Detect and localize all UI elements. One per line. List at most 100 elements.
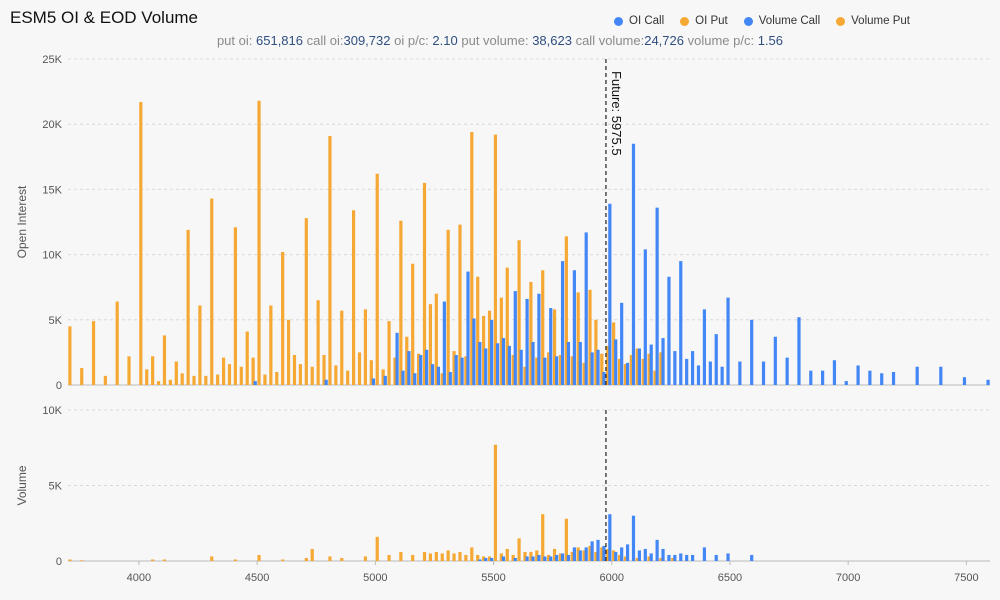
oi-call-bar <box>891 371 896 385</box>
oi-call-bar <box>572 270 576 385</box>
volume-call-bar <box>643 548 647 561</box>
oi-put-bar <box>434 293 438 385</box>
oi-put-bar <box>340 310 344 385</box>
legend-item-oi-put[interactable]: OI Put <box>680 15 728 27</box>
y-tick-label: 25K <box>42 54 62 66</box>
oi-call-bar <box>631 143 636 385</box>
y-tick-label: 10K <box>42 405 62 417</box>
oi-put-bar <box>363 309 368 385</box>
oi-call-bar <box>466 271 470 385</box>
oi-put-bar <box>464 356 468 385</box>
volume-put-bar <box>588 545 592 561</box>
legend-item-volume-put[interactable]: Volume Put <box>836 15 910 27</box>
oi-call-bar <box>578 341 582 385</box>
volume-put-bar <box>623 556 628 561</box>
put-oi-label: put oi: <box>216 33 253 48</box>
legend-label-volume-put: Volume Put <box>851 15 910 27</box>
oi-put-bar <box>446 229 450 385</box>
volume-call-bar <box>608 514 612 561</box>
oi-call-bar <box>637 348 641 385</box>
oi-put-bar <box>91 321 96 385</box>
oi-put-bar <box>251 357 255 385</box>
oi-call-bar <box>566 341 571 385</box>
oi-put-bar <box>239 366 243 385</box>
oi-put-bar <box>588 289 592 385</box>
oi-put-bar <box>505 267 509 385</box>
oi-put-bar <box>269 305 273 385</box>
oi-call-bar <box>696 365 701 385</box>
oi-call-bar <box>714 334 718 385</box>
volume-put-bar <box>310 548 314 561</box>
oi-call-bar <box>655 207 659 385</box>
oi-call-bar <box>436 366 441 385</box>
oi-put-bar <box>617 358 622 385</box>
x-tick-label: 7000 <box>836 572 860 584</box>
volume-call-bar <box>614 551 618 561</box>
call-oi-value: 309,732 <box>343 33 391 48</box>
oi-call-bar <box>614 339 618 385</box>
volume-put-bar <box>523 551 527 561</box>
y-axis-title: Open Interest <box>15 185 29 258</box>
oi-put-bar <box>393 357 397 385</box>
oi-put-bar <box>535 357 539 385</box>
volume-put-bar <box>434 551 438 561</box>
oi-put-bar <box>257 100 261 385</box>
oi-put-bar <box>227 364 232 385</box>
oi-call-bar <box>797 317 801 385</box>
volume-put-bar <box>647 556 651 561</box>
oi-call-bar <box>419 355 423 385</box>
oi-call-bar <box>430 364 435 385</box>
volume-call-bar <box>531 556 535 561</box>
oi-call-bar <box>738 361 742 385</box>
oi-call-bar <box>720 366 724 385</box>
oi-put-bar <box>629 355 633 385</box>
volume-call-bar <box>702 547 707 561</box>
volume-call-bar <box>596 539 600 561</box>
oi-call-bar <box>549 308 553 385</box>
oi-call-bar <box>643 249 647 385</box>
x-tick-label: 7500 <box>954 572 978 584</box>
call-volume-label: call volume: <box>575 33 645 48</box>
oi-call-bar <box>962 377 967 385</box>
volume-call-bar <box>679 553 683 561</box>
oi-put-bar <box>281 251 285 385</box>
volume-call-bar <box>590 541 594 561</box>
oi-call-bar <box>685 358 689 385</box>
oi-call-bar <box>702 309 707 385</box>
oi-put-bar <box>292 355 297 385</box>
oi-call-bar <box>750 319 754 385</box>
put-oi-value: 651,816 <box>256 33 303 48</box>
call-oi-label: call oi: <box>306 33 344 48</box>
oi-call-bar <box>915 366 919 385</box>
oi-put-bar <box>80 368 84 385</box>
volume-call-bar <box>714 554 718 561</box>
volume-put-bar <box>493 444 498 561</box>
oi-put-bar <box>552 309 557 385</box>
y-tick-label: 0 <box>56 380 62 392</box>
volume-put-bar <box>499 553 503 561</box>
oi-call-bar <box>667 276 671 385</box>
volume-put-bar <box>606 548 610 561</box>
oi-call-bar <box>832 360 837 385</box>
volume-put-bar <box>511 554 515 561</box>
volume-call-bar <box>661 548 665 561</box>
oi-call-bar <box>821 370 825 385</box>
oi-call-bar <box>472 318 476 385</box>
oi-call-bar <box>460 357 464 385</box>
volume-call-bar <box>484 557 488 561</box>
x-tick-label: 5000 <box>363 572 387 584</box>
oi-put-bar <box>263 374 267 385</box>
volume-put-bar <box>422 551 427 561</box>
legend-item-volume-call[interactable]: Volume Call <box>743 15 820 27</box>
oi-put-bar <box>635 348 639 385</box>
oi-put-bar <box>351 210 356 385</box>
legend-item-oi-call[interactable]: OI Call <box>614 15 664 27</box>
volume-call-bar <box>566 554 571 561</box>
oi-put-bar <box>334 365 338 385</box>
oi-call-bar <box>939 366 943 385</box>
oi-call-bar <box>448 371 452 385</box>
volume-put-bar <box>564 518 568 561</box>
oi-call-bar <box>785 357 789 385</box>
oi-call-bar <box>625 362 630 385</box>
volume-put-bar <box>529 551 533 561</box>
